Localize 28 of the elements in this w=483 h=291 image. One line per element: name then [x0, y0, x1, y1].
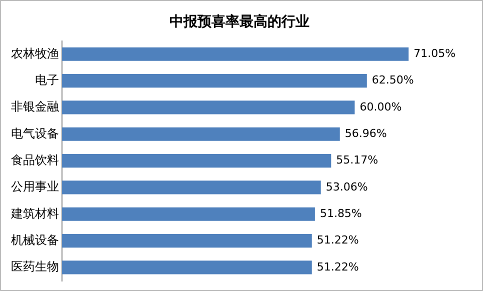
data-label: 62.50%: [372, 74, 414, 87]
bar: [62, 234, 312, 248]
y-tick-label: 电子: [35, 72, 59, 87]
data-label: 60.00%: [360, 100, 402, 114]
data-label: 51.22%: [316, 234, 359, 247]
data-label: 71.05%: [414, 46, 456, 60]
bar: [62, 154, 332, 168]
y-tick-label: 电气设备: [11, 126, 59, 140]
y-tick-label: 农林牧渔: [11, 46, 59, 60]
bar: [62, 100, 355, 114]
y-tick-label: 医药生物: [11, 260, 59, 274]
y-tick-label: 公用事业: [11, 180, 59, 194]
bar: [62, 127, 340, 141]
y-tick-label: 机械设备: [11, 232, 59, 247]
bar: [62, 47, 409, 61]
y-tick-label: 建筑材料: [10, 206, 59, 220]
data-label: 53.06%: [326, 180, 368, 194]
chart-title: 中报预喜率最高的行业: [170, 13, 310, 30]
data-label: 51.22%: [316, 260, 359, 274]
data-label: 56.96%: [344, 126, 387, 140]
data-label: 51.85%: [320, 206, 362, 220]
data-label: 55.17%: [336, 154, 378, 167]
y-tick-label: 非银金融: [11, 100, 59, 114]
bar: [62, 260, 312, 274]
y-tick-label: 食品饮料: [11, 152, 59, 167]
bar: [62, 207, 315, 221]
bar: [62, 180, 321, 194]
bar: [62, 74, 367, 88]
